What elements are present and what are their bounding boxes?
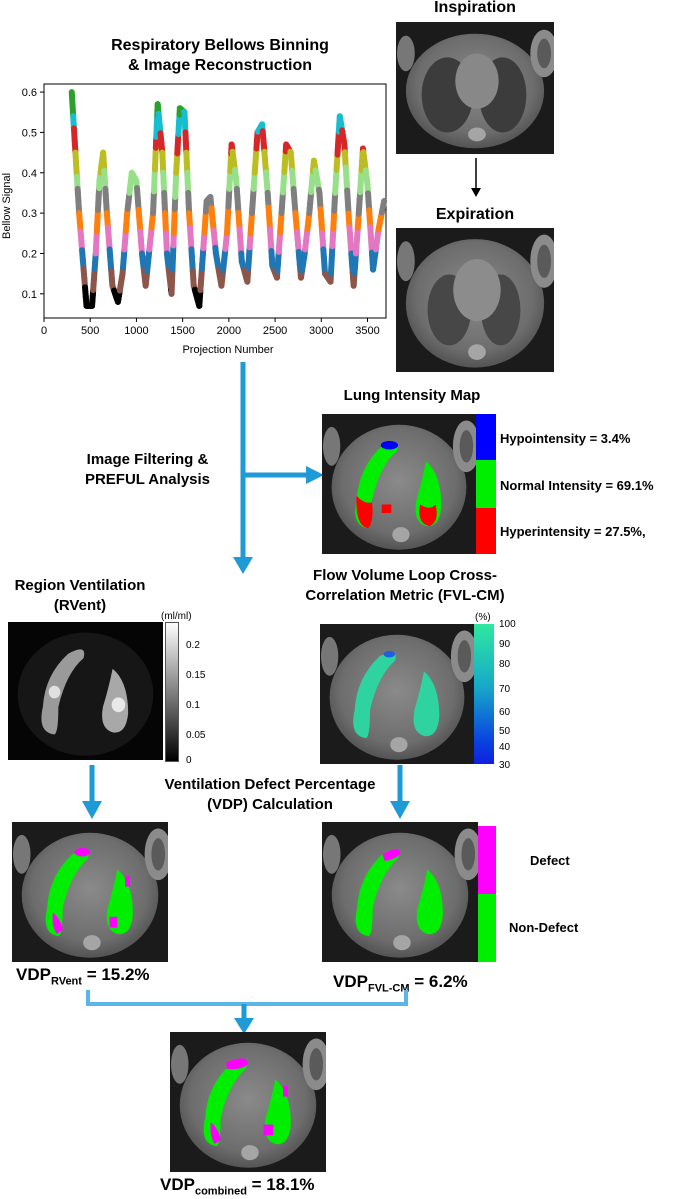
fvl-tick-1: 90 (499, 639, 511, 650)
x-tick-label: 1000 (124, 325, 148, 337)
defect-legend-bar (478, 826, 496, 962)
fvl-title-line1: Flow Volume Loop Cross- (313, 567, 497, 584)
vdp-rvent-image (12, 822, 168, 962)
rvent-tick-3: 0.05 (186, 730, 206, 741)
fvl-title-line2: Correlation Metric (FVL-CM) (305, 587, 505, 604)
chart-title: Respiratory Bellows Binning & Image Reco… (70, 36, 370, 76)
vdp-calc-line1: Ventilation Defect Percentage (164, 776, 376, 793)
fvl-colorbar (474, 624, 494, 764)
y-tick-label: 0.6 (22, 87, 37, 99)
fvl-image (320, 624, 474, 764)
rvent-colorbar (165, 622, 179, 762)
x-tick-label: 2500 (263, 325, 287, 337)
fvl-title: Flow Volume Loop Cross- Correlation Metr… (260, 566, 550, 606)
filtering-line2: PREFUL Analysis (84, 471, 211, 488)
vdp-rvent-prefix: VDP (16, 965, 51, 984)
x-tick-label: 2000 (217, 325, 241, 337)
fvl-tick-2: 80 (499, 659, 511, 670)
fvl-tick-6: 40 (499, 742, 511, 753)
fvl-tick-0: 100 (499, 619, 516, 630)
expiration-label: Expiration (435, 206, 515, 223)
vdp-fvl-value: VDPFVL-CM = 6.2% (333, 972, 468, 994)
down-arrow (471, 158, 481, 197)
expiration-image (396, 228, 554, 372)
y-tick-label: 0.2 (22, 248, 37, 260)
vdp-calc-line2: (VDP) Calculation (207, 796, 333, 813)
vdp-combined-value: VDPcombined = 18.1% (160, 1175, 315, 1197)
fvl-unit: (%) (475, 612, 491, 623)
rvent-tick-1: 0.15 (186, 670, 206, 681)
rvent-unit: (ml/ml) (161, 611, 192, 622)
rvent-title-line2: (RVent) (53, 597, 107, 614)
y-tick-label: 0.3 (22, 208, 37, 220)
x-tick-label: 3500 (355, 325, 379, 337)
vdp-rvent-value: VDPRVent = 15.2% (16, 965, 150, 987)
vdp-combined-image (170, 1032, 326, 1172)
vdp-rvent-sub: RVent (50, 975, 82, 988)
y-axis-label: Bellow Signal (1, 173, 13, 239)
filtering-line1: Image Filtering & (86, 451, 209, 468)
legend-normal-swatch (476, 460, 496, 508)
non-defect-label: Non-Defect (509, 920, 579, 935)
vdp-fvl-number: = 6.2% (414, 972, 468, 991)
chart-title-line1: Respiratory Bellows Binning (111, 37, 329, 54)
vdp-calc-title: Ventilation Defect Percentage (VDP) Calc… (120, 775, 420, 815)
x-axis-label: Projection Number (182, 344, 273, 356)
vdp-rvent-number: = 15.2% (86, 965, 150, 984)
vdp-combined-prefix: VDP (160, 1175, 195, 1194)
rvent-tick-4: 0 (186, 755, 192, 766)
vdp-combined-sub: combined (194, 1185, 247, 1198)
fvl-tick-5: 50 (499, 726, 511, 737)
x-tick-label: 1500 (170, 325, 194, 337)
defect-swatch (478, 826, 496, 894)
rvent-tick-0: 0.2 (186, 640, 200, 651)
fvl-tick-3: 70 (499, 684, 511, 695)
signal-segment (380, 198, 388, 207)
rvent-title: Region Ventilation (RVent) (0, 576, 160, 616)
rvent-image (8, 622, 163, 760)
lung-map-title: Lung Intensity Map (343, 387, 481, 404)
lung-map-legend-bar (476, 414, 496, 554)
flow-arrows-top (233, 362, 324, 574)
non-defect-swatch (478, 894, 496, 962)
x-tick-label: 0 (41, 325, 47, 337)
legend-hypointensity: Hypointensity = 3.4% (500, 431, 631, 446)
legend-hyperintensity: Hyperintensity = 27.5%, (500, 524, 646, 539)
combine-arrows (86, 990, 408, 1034)
y-tick-label: 0.5 (22, 127, 37, 139)
vdp-fvl-prefix: VDP (333, 972, 368, 991)
filtering-label: Image Filtering & PREFUL Analysis (60, 450, 235, 490)
fvl-tick-4: 60 (499, 707, 511, 718)
rvent-tick-2: 0.1 (186, 700, 200, 711)
vdp-fvl-image (322, 822, 478, 962)
vdp-arrows (82, 765, 410, 819)
inspiration-image (396, 22, 554, 154)
legend-hypo-swatch (476, 414, 496, 460)
inspiration-label: Inspiration (434, 0, 516, 16)
vdp-fvl-sub: FVL-CM (367, 982, 410, 995)
vdp-combined-number: = 18.1% (251, 1175, 315, 1194)
fvl-tick-7: 30 (499, 760, 511, 771)
x-tick-label: 500 (81, 325, 99, 337)
legend-hyper-swatch (476, 508, 496, 554)
x-tick-label: 3000 (309, 325, 333, 337)
chart-title-line2: & Image Reconstruction (127, 57, 313, 74)
lung-intensity-image (322, 414, 476, 554)
y-tick-label: 0.1 (22, 289, 37, 301)
legend-normal-intensity: Normal Intensity = 69.1% (500, 478, 654, 493)
defect-label: Defect (530, 853, 570, 868)
y-tick-label: 0.4 (22, 168, 37, 180)
bellows-chart: 0 500 1000 1500 2000 2500 3000 3500 0.1 0.2 0.3 0.4… (1, 83, 388, 356)
rvent-title-line1: Region Ventilation (14, 577, 146, 594)
